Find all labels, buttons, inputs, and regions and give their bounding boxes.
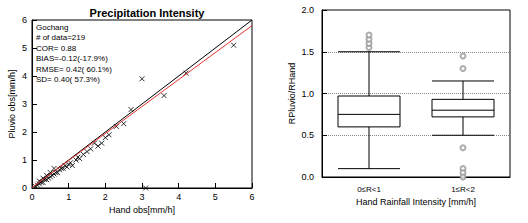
svg-text:0≤R<1: 0≤R<1 (357, 185, 381, 194)
svg-text:Precipitation Intensity: Precipitation Intensity (90, 7, 206, 19)
svg-text:3: 3 (22, 99, 27, 109)
svg-text:6: 6 (249, 192, 254, 202)
svg-text:1: 1 (66, 192, 71, 202)
svg-text:0.5: 0.5 (301, 130, 314, 140)
svg-text:4: 4 (176, 192, 181, 202)
svg-text:SD= 0.40( 57.3%): SD= 0.40( 57.3%) (36, 75, 100, 84)
svg-text:Hand obs[mm/h]: Hand obs[mm/h] (109, 205, 175, 215)
svg-text:2: 2 (22, 127, 27, 137)
svg-text:5: 5 (22, 43, 27, 53)
svg-text:3: 3 (139, 192, 144, 202)
svg-text:BIAS=-0.12(-17.9%): BIAS=-0.12(-17.9%) (36, 54, 108, 63)
svg-text:1.0: 1.0 (301, 89, 314, 99)
svg-text:1≤R<2: 1≤R<2 (451, 185, 475, 194)
svg-text:4: 4 (22, 71, 27, 81)
svg-text:RPluvio/RHand: RPluvio/RHand (287, 63, 297, 125)
svg-text:0: 0 (29, 192, 34, 202)
svg-text:# of data=219: # of data=219 (36, 33, 86, 42)
svg-text:1: 1 (22, 155, 27, 165)
svg-text:Hand Rainfall Intensity [mm/h]: Hand Rainfall Intensity [mm/h] (356, 197, 476, 207)
svg-text:2: 2 (103, 192, 108, 202)
svg-text:COR= 0.88: COR= 0.88 (36, 44, 77, 53)
svg-text:6: 6 (22, 15, 27, 25)
svg-text:0: 0 (22, 183, 27, 193)
svg-text:Pluvio obs[mm/h]: Pluvio obs[mm/h] (7, 69, 17, 138)
svg-text:0.0: 0.0 (301, 172, 314, 182)
svg-text:5: 5 (213, 192, 218, 202)
svg-text:1.5: 1.5 (301, 47, 314, 57)
svg-text:RMSE= 0.42( 60.1%): RMSE= 0.42( 60.1%) (36, 65, 112, 74)
svg-text:2.0: 2.0 (301, 5, 314, 15)
svg-text:Gochang: Gochang (36, 23, 68, 32)
